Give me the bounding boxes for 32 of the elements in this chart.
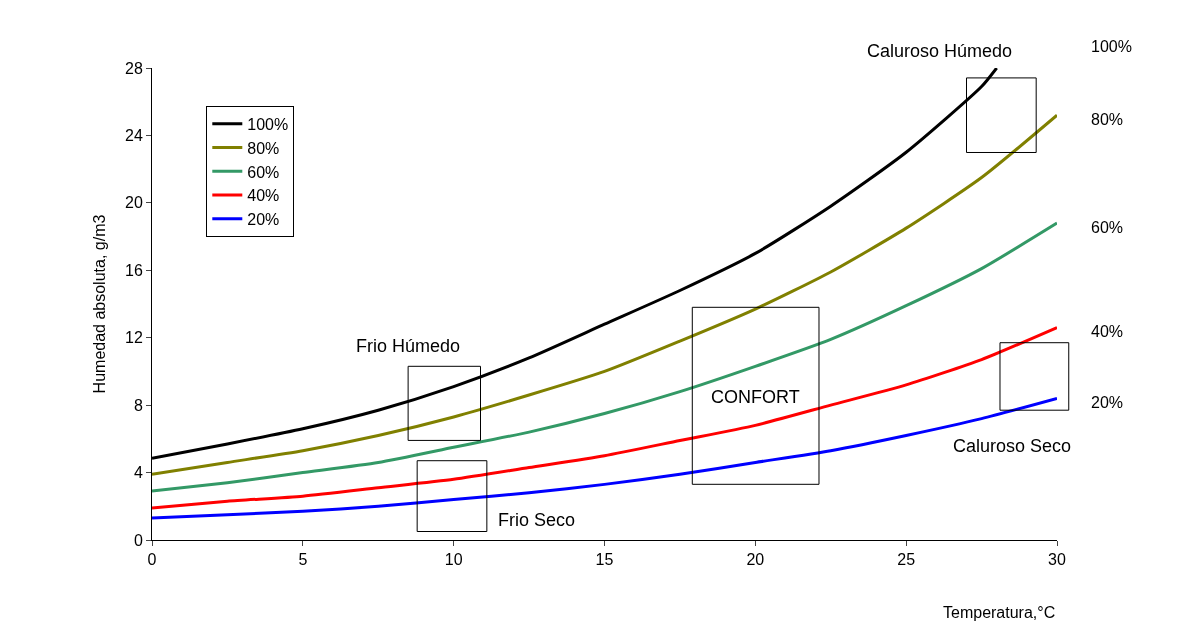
annotation: Frio Seco: [498, 510, 576, 530]
x-axis-title: Temperatura,°C: [943, 604, 1056, 621]
y-tick-label: 16: [125, 261, 143, 279]
x-tick-label: 10: [444, 551, 463, 569]
text: 40%: [1091, 323, 1124, 340]
legend-label: 20%: [247, 211, 280, 229]
text: 60%: [1091, 219, 1124, 236]
y-tick-label: 28: [125, 59, 143, 77]
x-tick-label: 0: [147, 551, 157, 569]
text: 20%: [1091, 394, 1124, 411]
x-tick-label: 15: [595, 551, 614, 569]
legend-label: 80%: [247, 139, 280, 157]
x-tick-label: 25: [897, 551, 916, 569]
annotation: Caluroso Seco: [953, 436, 1072, 456]
y-axis-title: Humedad absoluta, g/m3: [90, 214, 108, 394]
text: Caluroso Húmedo: [867, 41, 1013, 61]
x-tick-label: 20: [746, 551, 765, 569]
legend-label: 60%: [247, 163, 280, 181]
y-tick-label: 12: [125, 329, 143, 347]
legend-label: 40%: [247, 187, 280, 205]
y-tick-label: 8: [133, 396, 143, 414]
legend-label: 100%: [247, 115, 289, 133]
annotation: CONFORT: [711, 387, 800, 407]
x-tick-label: 5: [298, 551, 308, 569]
x-tick-label: 30: [1048, 551, 1066, 569]
annotation: Frio Húmedo: [356, 336, 461, 356]
y-tick-label: 4: [133, 464, 143, 482]
y-tick-label: 24: [125, 127, 143, 145]
y-tick-label: 0: [133, 531, 143, 549]
text: 100%: [1091, 38, 1132, 55]
text: 80%: [1091, 111, 1124, 128]
y-tick-label: 20: [125, 194, 143, 212]
